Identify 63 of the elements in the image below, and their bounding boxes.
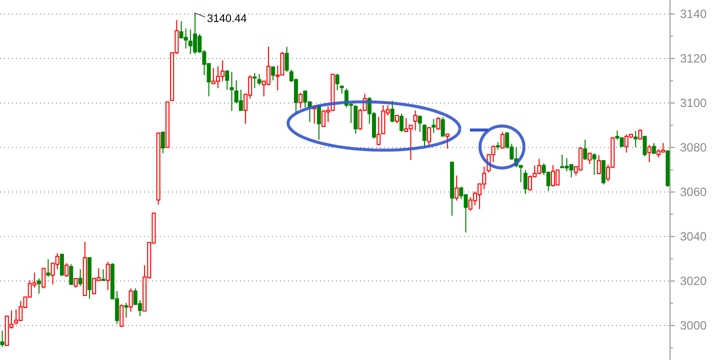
candlestick xyxy=(230,71,234,112)
candlestick xyxy=(298,92,303,110)
candlestick xyxy=(500,132,504,150)
candlestick xyxy=(436,116,440,130)
candlestick xyxy=(588,152,592,164)
candlestick xyxy=(432,118,436,134)
candlestick xyxy=(652,142,656,154)
y-tick-label: 3140 xyxy=(680,7,708,22)
candlestick xyxy=(418,114,422,132)
candlestick xyxy=(184,28,188,50)
annotation: 3140.44 xyxy=(207,12,247,25)
candlestick xyxy=(454,175,459,202)
candlestick xyxy=(252,72,257,89)
candlestick xyxy=(14,308,18,325)
candlestick xyxy=(528,175,532,192)
candlestick xyxy=(390,100,394,123)
candlestick xyxy=(335,73,340,91)
candlestick xyxy=(238,89,243,112)
candlestick xyxy=(124,302,128,318)
candlestick xyxy=(583,139,588,160)
candlestick xyxy=(376,116,381,146)
candlestick xyxy=(592,152,596,176)
candlestick xyxy=(560,154,564,168)
y-tick-label: 3080 xyxy=(680,140,708,155)
candlestick xyxy=(64,262,69,278)
candlestick xyxy=(74,278,78,288)
candlestick xyxy=(266,46,270,86)
candlestick xyxy=(225,70,230,90)
candlestick xyxy=(634,130,638,148)
y-tick-label: 3100 xyxy=(680,96,708,110)
candlestick xyxy=(120,304,124,328)
candlestick xyxy=(523,169,528,195)
candlestick xyxy=(647,144,652,163)
candlestick xyxy=(257,74,262,86)
candlestick xyxy=(0,330,4,348)
candlestick xyxy=(46,258,50,278)
candlestick xyxy=(601,159,606,185)
candlestick xyxy=(642,135,647,157)
candlestick xyxy=(427,126,432,146)
candlestick xyxy=(440,116,445,138)
candlestick xyxy=(413,110,418,131)
y-tick-label: 3120 xyxy=(680,52,708,66)
candlestick xyxy=(596,154,601,175)
candlestick xyxy=(37,278,42,294)
candlestick xyxy=(69,264,74,286)
candlestick xyxy=(78,268,82,287)
y-tick-label: 3020 xyxy=(680,274,708,288)
candlestick xyxy=(404,118,408,132)
candlestick xyxy=(445,133,450,150)
candlestick xyxy=(60,253,64,276)
candlestick xyxy=(271,66,276,81)
y-tick-label: 3040 xyxy=(680,230,708,244)
candlestick xyxy=(42,268,46,289)
candlestick xyxy=(354,104,358,134)
candlestick xyxy=(92,278,96,295)
candlestick xyxy=(128,288,133,312)
y-tick-label: 3000 xyxy=(680,318,708,333)
candlestick xyxy=(106,261,110,291)
candlestick xyxy=(160,130,165,154)
candlestick xyxy=(400,113,404,132)
candlestick xyxy=(284,46,289,72)
candlestick xyxy=(422,124,426,148)
y-tick-label: 3060 xyxy=(680,185,708,200)
